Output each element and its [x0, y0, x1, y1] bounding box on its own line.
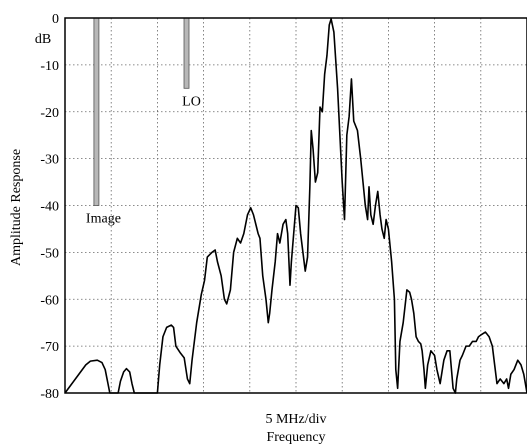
y-tick-label: -70 [40, 340, 59, 355]
image-marker-label: Image [86, 212, 121, 227]
y-tick-label: -60 [40, 293, 59, 308]
y-tick-label: -40 [40, 200, 59, 215]
y-axis-label: Amplitude Response [9, 149, 24, 266]
y-tick-label: -10 [40, 59, 59, 74]
series-group [64, 18, 527, 394]
y-tick-label: -80 [40, 387, 59, 402]
image-marker [93, 17, 100, 206]
plot-frame [64, 17, 527, 394]
x-axis-label: Frequency [266, 430, 325, 445]
marker-group: Image LO [86, 17, 201, 227]
y-tick-label: -20 [40, 106, 59, 121]
y-tick-labels: 0 -10 -20 -30 -40 -50 -60 -70 -80 [40, 12, 59, 402]
y-tick-label: 0 [52, 12, 59, 27]
y-tick-label: -30 [40, 153, 59, 168]
lo-marker [183, 17, 190, 89]
lo-marker-label: LO [182, 94, 201, 109]
x-axis-scale-label: 5 MHz/div [265, 412, 326, 427]
grid [65, 18, 527, 393]
y-unit-label: dB [35, 32, 51, 47]
series-line [64, 18, 527, 394]
y-tick-label: -50 [40, 246, 59, 261]
